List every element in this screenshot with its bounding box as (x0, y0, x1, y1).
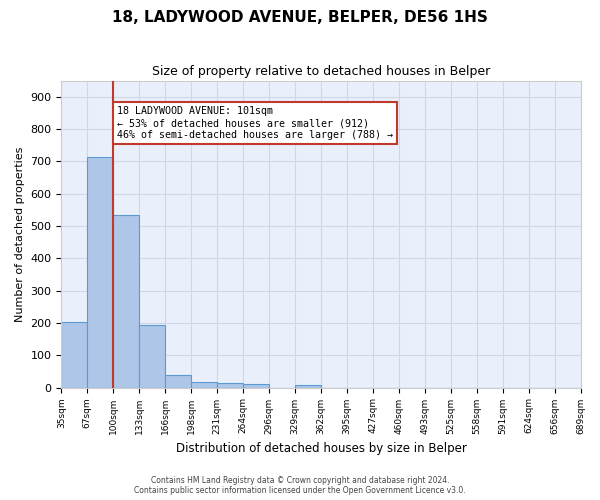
Title: Size of property relative to detached houses in Belper: Size of property relative to detached ho… (152, 65, 490, 78)
Y-axis label: Number of detached properties: Number of detached properties (15, 146, 25, 322)
X-axis label: Distribution of detached houses by size in Belper: Distribution of detached houses by size … (176, 442, 466, 455)
Bar (113, 216, 139, 388)
Bar (139, 325, 165, 388)
Bar (191, 382, 217, 388)
Bar (165, 374, 191, 388)
Bar (61, 322, 88, 388)
Text: Contains HM Land Registry data © Crown copyright and database right 2024.
Contai: Contains HM Land Registry data © Crown c… (134, 476, 466, 495)
Text: 18 LADYWOOD AVENUE: 101sqm
← 53% of detached houses are smaller (912)
46% of sem: 18 LADYWOOD AVENUE: 101sqm ← 53% of deta… (117, 106, 393, 140)
Text: 18, LADYWOOD AVENUE, BELPER, DE56 1HS: 18, LADYWOOD AVENUE, BELPER, DE56 1HS (112, 10, 488, 25)
Bar (88, 157, 113, 388)
Bar (243, 384, 269, 388)
Bar (295, 384, 321, 388)
Bar (217, 384, 243, 388)
